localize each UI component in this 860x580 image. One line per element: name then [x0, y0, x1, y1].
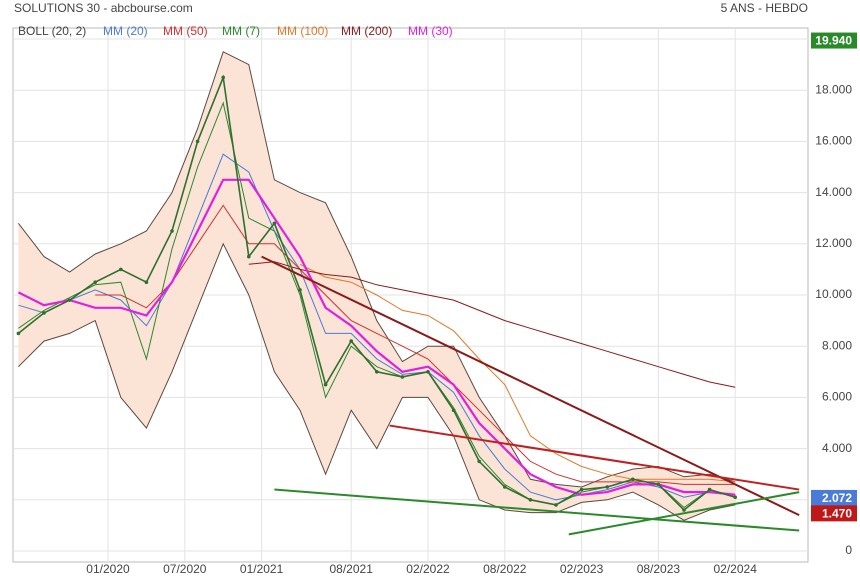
price-point [67, 298, 72, 302]
price-point [195, 139, 200, 144]
price-point [221, 75, 225, 80]
legend-entry: MM (50) [163, 24, 208, 38]
x-tick-label: 02/2022 [406, 562, 450, 576]
x-tick-label: 08/2021 [330, 562, 374, 576]
price-point [451, 408, 456, 412]
price-point [272, 221, 277, 226]
x-tick-label: 02/2023 [560, 562, 604, 576]
price-point [247, 254, 251, 259]
price-point [554, 503, 558, 507]
x-tick-label: 08/2022 [483, 562, 527, 576]
trendline [568, 491, 800, 536]
x-tick-label: 02/2024 [714, 562, 758, 576]
price-point [349, 339, 354, 343]
price-point [375, 369, 379, 374]
y-tick-label: 14.000 [815, 185, 852, 199]
price-point [323, 382, 328, 387]
legend-entry: MM (20) [103, 24, 148, 38]
x-tick-label: 01/2021 [240, 562, 284, 576]
price-point [477, 459, 482, 464]
trendline [261, 255, 800, 517]
y-tick-label: 0 [845, 543, 852, 557]
price-badge-label: 1.470 [822, 507, 852, 521]
price-point [16, 331, 21, 336]
price-point [400, 375, 405, 379]
price-point [42, 311, 46, 315]
y-tick-label: 8.000 [822, 338, 852, 352]
price-point [503, 485, 507, 489]
price-point [733, 495, 737, 500]
price-point [426, 369, 430, 374]
price-point [656, 482, 661, 487]
ma-line [17, 178, 736, 496]
x-tick-label: 07/2020 [163, 562, 207, 576]
x-tick-label: 08/2023 [637, 562, 681, 576]
legend-entry: MM (200) [341, 24, 392, 38]
ma-line [248, 261, 736, 388]
ma-line [95, 204, 736, 485]
price-badge-label: 19.940 [815, 34, 852, 48]
y-tick-label: 4.000 [822, 441, 852, 455]
y-tick-label: 12.000 [815, 236, 852, 250]
price-point [119, 267, 123, 272]
price-point [93, 280, 97, 285]
price-badge [811, 489, 857, 506]
y-tick-label: 18.000 [815, 82, 852, 96]
chart-title: SOLUTIONS 30 - abcbourse.com [14, 1, 193, 15]
trendline [389, 424, 800, 491]
trendline [274, 488, 800, 532]
legend-entry: BOLL (20, 2) [18, 24, 86, 38]
legend-entry: MM (30) [408, 24, 453, 38]
price-badge [811, 505, 857, 522]
price-point [528, 497, 533, 502]
y-tick-label: 6.000 [822, 390, 852, 404]
price-badge [811, 32, 857, 49]
y-tick-label: 16.000 [815, 134, 852, 148]
price-point [605, 485, 609, 489]
ma-line [18, 153, 736, 501]
price-point [707, 487, 712, 492]
bollinger-lower [18, 242, 736, 521]
legend-entry: MM (100) [277, 24, 328, 38]
price-point [298, 288, 302, 292]
price-point [682, 508, 686, 512]
legend-entry: MM (7) [222, 24, 260, 38]
price-point [144, 280, 149, 285]
price-badge-label: 2.072 [822, 491, 852, 505]
price-point [170, 229, 174, 233]
price-point [631, 477, 635, 482]
ma-line [299, 263, 736, 483]
bollinger-upper [18, 51, 736, 488]
period-label: 5 ANS - HEBDO [721, 1, 808, 15]
bollinger-area [18, 51, 736, 521]
price-point [579, 487, 584, 492]
y-tick-label: 10.000 [815, 287, 852, 301]
x-tick-label: 01/2020 [86, 562, 130, 576]
